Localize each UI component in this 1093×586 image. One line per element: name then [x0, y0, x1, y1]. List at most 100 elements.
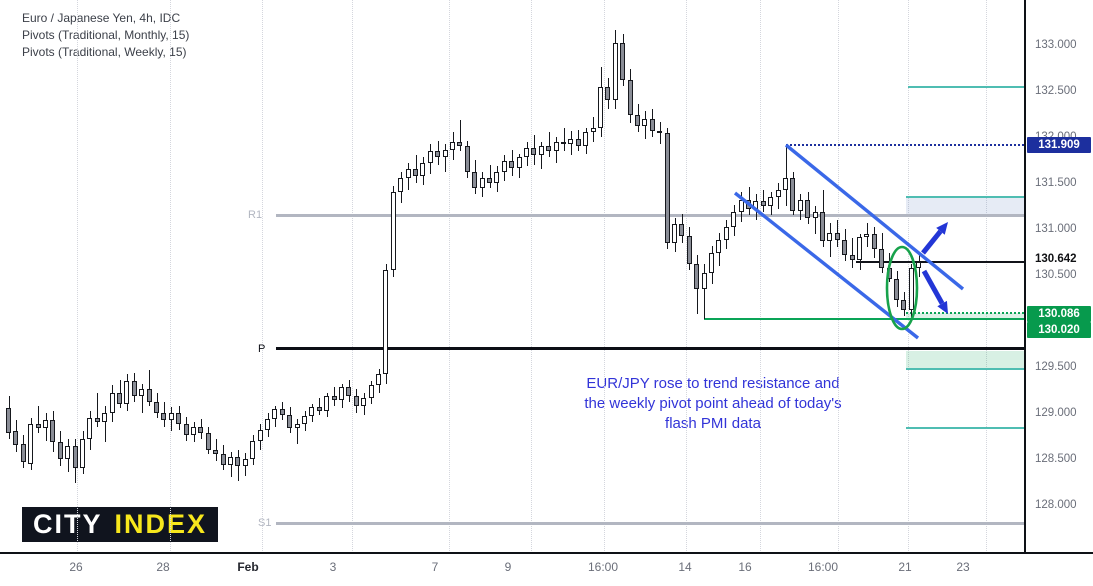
candle-down: [464, 146, 470, 172]
candle-down: [746, 199, 751, 209]
candle-wick: [334, 387, 336, 406]
pivot-label-s1: S1: [258, 517, 272, 529]
symbol-title[interactable]: Euro / Japanese Yen, 4h, IDC: [22, 11, 181, 25]
candle-down: [131, 380, 137, 397]
candle-wick: [104, 405, 106, 443]
candle-up: [568, 138, 574, 145]
candle-up: [479, 178, 485, 188]
breakout-up-arrow-head: [936, 222, 948, 235]
price-axis[interactable]: 133.000132.500132.000131.500131.000130.5…: [1026, 0, 1093, 553]
candle-up: [583, 132, 589, 147]
candle-up: [797, 199, 803, 211]
vertical-gridline: [262, 0, 263, 553]
candle-down: [627, 79, 633, 115]
candle-up: [524, 148, 529, 158]
candle-down: [487, 178, 492, 183]
candle-up: [516, 157, 522, 169]
annotation-line-1: EUR/JPY rose to trend resistance and: [586, 375, 840, 392]
candle-up: [43, 420, 48, 428]
candle-up: [28, 424, 34, 464]
price-badge-130086: 130.086: [1027, 306, 1091, 322]
indicator-weekly-pivots[interactable]: Pivots (Traditional, Weekly, 15): [22, 45, 187, 59]
candle-down: [213, 449, 219, 455]
breakout-up-arrow: [921, 229, 943, 255]
candle-wick: [563, 127, 565, 151]
time-axis[interactable]: 26 28 Feb 3 7 9 16:00 14 16 16:00 21 23: [0, 554, 1093, 586]
candle-up: [590, 127, 596, 133]
candle-up: [450, 141, 455, 150]
candle-down: [886, 267, 892, 279]
candle-down: [346, 387, 352, 397]
candle-down: [760, 201, 766, 206]
candle-up: [339, 387, 344, 401]
weekly-pivot-upper: [908, 86, 1024, 89]
candle-down: [820, 212, 825, 241]
last-price-label: 130.642: [1035, 253, 1077, 265]
vertical-gridline: [760, 0, 761, 553]
candle-up: [738, 199, 744, 213]
candle-down: [871, 233, 877, 250]
candle-down: [161, 413, 167, 421]
candle-down: [649, 118, 655, 132]
time-axis-border: [0, 552, 1093, 554]
candle-down: [879, 249, 885, 268]
time-tick-21: 21: [898, 560, 912, 574]
monthly-pivot-r1: [276, 213, 1024, 217]
candle-up: [427, 150, 433, 163]
weekly-pivot-130020: [704, 318, 1024, 321]
time-tick-7: 7: [431, 560, 439, 574]
candle-up: [65, 446, 71, 459]
price-badge-131909: 131.909: [1027, 137, 1091, 153]
indicator-monthly-pivots[interactable]: Pivots (Traditional, Monthly, 15): [22, 28, 190, 42]
vertical-gridline: [170, 0, 171, 553]
candle-down: [849, 254, 855, 261]
candle-down: [57, 442, 63, 459]
price-tick: 128.000: [1035, 499, 1077, 511]
candle-up: [783, 178, 788, 191]
monthly-pivot-p: [276, 347, 1024, 351]
candle-down: [235, 457, 241, 467]
annotation-line-3: flash PMI data: [665, 415, 761, 432]
candle-up: [324, 396, 330, 412]
annotation-line-2: the weekly pivot point ahead of today's: [584, 395, 842, 412]
vertical-gridline: [449, 0, 450, 553]
candle-up: [716, 240, 722, 253]
hline-131909-dotted: [786, 144, 1024, 147]
candle-up: [368, 385, 374, 399]
candle-down: [531, 148, 537, 156]
chart-plot-area[interactable]: Euro / Japanese Yen, 4h, IDC Pivots (Tra…: [0, 0, 1024, 553]
candle-up: [420, 162, 426, 176]
time-tick-Feb: Feb: [237, 560, 259, 574]
time-tick-9: 9: [504, 560, 512, 574]
candle-down: [287, 414, 293, 428]
candle-up: [265, 418, 270, 430]
candle-up: [272, 409, 278, 419]
candle-down: [176, 413, 182, 425]
candle-down: [842, 240, 848, 255]
candle-down: [509, 160, 515, 169]
candle-down: [575, 138, 581, 147]
candle-down: [679, 224, 685, 237]
candle-down: [664, 133, 670, 243]
time-tick-28: 28: [156, 560, 170, 574]
candle-up: [250, 440, 256, 459]
candle-down: [50, 420, 56, 443]
candle-up: [731, 212, 737, 228]
candle-wick: [319, 398, 321, 415]
candle-up: [398, 178, 404, 193]
time-tick-1600: 16:00: [807, 560, 839, 574]
candle-down: [20, 444, 26, 462]
candle-up: [309, 407, 315, 416]
time-tick-26: 26: [69, 560, 83, 574]
time-tick-3: 3: [329, 560, 337, 574]
candle-down: [694, 263, 700, 289]
candle-up: [80, 438, 85, 469]
candle-down: [546, 146, 552, 151]
candle-wick: [215, 438, 217, 461]
price-tick: 129.500: [1035, 361, 1077, 373]
candle-wick: [149, 369, 151, 406]
candle-down: [894, 278, 899, 300]
drawings-overlay: [733, 143, 965, 340]
candle-wick: [297, 418, 299, 445]
candle-down: [472, 171, 478, 188]
